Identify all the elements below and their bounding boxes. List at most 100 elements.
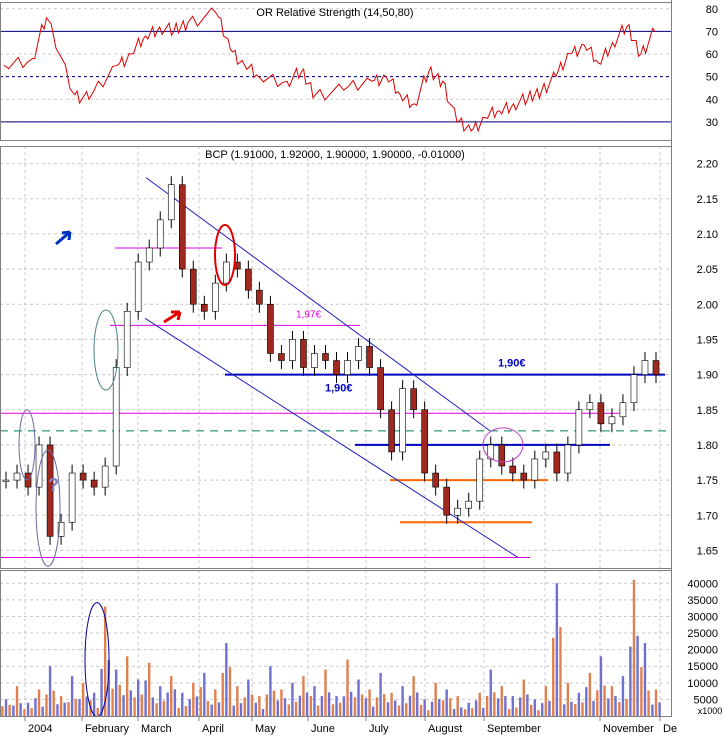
candle-body xyxy=(278,353,285,361)
candle-body xyxy=(630,374,638,404)
highlight-ellipse xyxy=(214,224,236,287)
volume-bar xyxy=(379,672,382,716)
volume-bar xyxy=(515,707,518,716)
volume-bar xyxy=(438,699,441,716)
volume-bar xyxy=(188,699,191,716)
volume-bar xyxy=(302,676,305,716)
volume-bar xyxy=(12,705,15,716)
x-tick-label: De xyxy=(663,723,677,735)
volume-bar xyxy=(151,697,155,716)
volume-bar xyxy=(92,692,96,716)
candle-body xyxy=(652,360,660,375)
volume-bar xyxy=(45,694,48,716)
volume-bar xyxy=(581,702,584,716)
volume-bar xyxy=(107,660,110,716)
candle-body xyxy=(13,472,21,481)
candle-body xyxy=(245,268,252,291)
volume-bar xyxy=(489,669,492,716)
volume-bar xyxy=(280,689,283,716)
volume-bar xyxy=(423,699,426,716)
volume-bar xyxy=(482,707,485,716)
x-axis: 2004 February March April May June July August S… xyxy=(24,716,677,735)
volume-bar xyxy=(596,690,599,716)
volume-bar xyxy=(239,703,243,716)
volume-bar xyxy=(56,704,59,716)
volume-bar xyxy=(500,686,503,716)
candle-body xyxy=(300,339,307,368)
volume-bar xyxy=(74,698,77,716)
volume-tick-label: 30000 xyxy=(687,611,718,623)
highlight-ellipse xyxy=(93,309,119,391)
candle-body xyxy=(101,465,109,488)
candle-body xyxy=(178,184,186,270)
volume-bar xyxy=(294,701,298,716)
candle-body xyxy=(509,465,517,474)
volume-bar xyxy=(640,667,643,716)
volume-bar xyxy=(70,676,74,716)
volume-bar xyxy=(618,702,621,716)
highlight-ellipse xyxy=(18,409,36,481)
volume-bar xyxy=(452,709,456,716)
candle-body xyxy=(399,388,406,453)
volume-bar xyxy=(8,704,11,716)
volume-bar xyxy=(364,698,368,716)
volume-bar xyxy=(324,669,327,716)
candle-body xyxy=(586,402,594,411)
rsi-tick-label: 70 xyxy=(706,26,718,38)
candle-body xyxy=(641,360,649,375)
volume-bar xyxy=(269,666,272,716)
volume-bar xyxy=(133,697,136,716)
volume-bar xyxy=(585,687,588,716)
volume-bar xyxy=(184,706,188,716)
volume-bar xyxy=(1,706,4,716)
volume-bar xyxy=(48,666,52,716)
volume-bar xyxy=(456,696,459,716)
volume-bar xyxy=(552,637,555,716)
volume-bar xyxy=(493,692,496,716)
volume-bar xyxy=(416,692,419,716)
volume-bar xyxy=(335,696,338,716)
candle-body xyxy=(564,444,572,474)
volume-bar xyxy=(37,689,41,716)
volume-bar xyxy=(155,703,158,716)
candle-body xyxy=(123,310,131,368)
candle-body xyxy=(531,458,539,481)
volume-bar xyxy=(287,704,291,716)
volume-bar xyxy=(122,695,125,716)
candle-body xyxy=(410,388,417,411)
price-panel: 1.65 1.70 1.75 1.80 1.85 1.90 1.95 2.00 2.05 2.10… xyxy=(0,146,718,716)
channel-line-lower xyxy=(144,317,519,558)
question-mark-annotation: ? xyxy=(48,475,59,495)
volume-bar xyxy=(507,709,511,716)
volume-bar xyxy=(393,700,397,716)
volume-tick-label: 20000 xyxy=(687,645,718,657)
candle-body xyxy=(432,472,439,488)
volume-bar xyxy=(401,686,404,716)
candle-body xyxy=(2,479,10,482)
volume-bar xyxy=(258,696,261,716)
x-tick-label: February xyxy=(85,723,130,735)
candle-body xyxy=(608,416,616,425)
volume-bar xyxy=(313,686,316,716)
volume-bar xyxy=(471,708,474,716)
rsi-tick-label: 40 xyxy=(706,94,718,106)
volume-bar xyxy=(298,695,302,716)
volume-bar xyxy=(382,694,386,716)
volume-bar xyxy=(228,667,232,716)
volume-bar xyxy=(485,696,489,716)
candle-body xyxy=(79,472,87,481)
volume-bar xyxy=(103,606,107,716)
rsi-panel: 30 40 50 60 70 80 xyxy=(0,4,718,133)
price-tick-label: 1.95 xyxy=(697,334,718,346)
volume-bar xyxy=(349,691,353,716)
volume-bar xyxy=(63,702,66,716)
volume-bar xyxy=(26,702,30,716)
volume-bar xyxy=(331,704,335,716)
volume-bar xyxy=(144,680,147,716)
candle-body xyxy=(134,261,142,312)
volume-bar xyxy=(375,697,379,716)
volume-bar xyxy=(559,627,562,716)
volume-scale-label: x1000 xyxy=(698,706,723,716)
candle-body xyxy=(542,451,550,460)
